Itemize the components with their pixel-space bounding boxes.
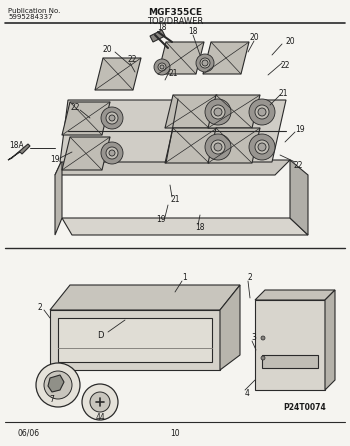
Circle shape bbox=[214, 143, 222, 151]
Text: 2: 2 bbox=[38, 303, 42, 313]
Text: 18: 18 bbox=[157, 22, 167, 32]
Text: 22: 22 bbox=[293, 161, 303, 169]
Circle shape bbox=[261, 336, 265, 340]
Circle shape bbox=[255, 105, 269, 119]
Text: 18A: 18A bbox=[10, 140, 25, 149]
Polygon shape bbox=[290, 160, 308, 235]
Text: 19: 19 bbox=[50, 156, 60, 165]
Polygon shape bbox=[62, 137, 110, 170]
Polygon shape bbox=[325, 290, 335, 390]
Circle shape bbox=[44, 371, 72, 399]
Polygon shape bbox=[208, 95, 260, 128]
Polygon shape bbox=[255, 300, 325, 390]
Text: 19: 19 bbox=[156, 215, 166, 224]
Text: TOP/DRAWER: TOP/DRAWER bbox=[147, 17, 203, 26]
Circle shape bbox=[106, 147, 118, 159]
Circle shape bbox=[214, 108, 222, 116]
Text: 22: 22 bbox=[280, 61, 290, 70]
Polygon shape bbox=[95, 58, 141, 90]
Polygon shape bbox=[50, 285, 240, 310]
Polygon shape bbox=[208, 128, 260, 163]
Text: 19: 19 bbox=[295, 125, 305, 135]
Circle shape bbox=[90, 392, 110, 412]
Circle shape bbox=[258, 143, 266, 151]
Text: 22: 22 bbox=[70, 103, 80, 112]
Text: 06/06: 06/06 bbox=[18, 429, 40, 438]
Circle shape bbox=[36, 363, 80, 407]
Text: D: D bbox=[97, 330, 103, 339]
Circle shape bbox=[200, 58, 210, 68]
Circle shape bbox=[258, 108, 266, 116]
Text: 18: 18 bbox=[188, 28, 198, 37]
Circle shape bbox=[211, 140, 225, 154]
Circle shape bbox=[255, 140, 269, 154]
Circle shape bbox=[249, 134, 275, 160]
Polygon shape bbox=[165, 128, 217, 163]
Polygon shape bbox=[50, 310, 220, 370]
Polygon shape bbox=[62, 102, 110, 135]
Text: 22: 22 bbox=[127, 55, 137, 65]
Text: 10: 10 bbox=[170, 429, 180, 438]
Text: 20: 20 bbox=[102, 45, 112, 54]
Circle shape bbox=[205, 99, 231, 125]
Circle shape bbox=[160, 65, 164, 69]
Circle shape bbox=[106, 112, 118, 124]
Text: 4: 4 bbox=[245, 388, 250, 397]
Polygon shape bbox=[60, 100, 286, 162]
Text: 2: 2 bbox=[248, 273, 252, 282]
Circle shape bbox=[211, 105, 225, 119]
Circle shape bbox=[82, 384, 118, 420]
Circle shape bbox=[261, 356, 265, 360]
Text: 1: 1 bbox=[183, 273, 187, 282]
Text: 3: 3 bbox=[252, 334, 257, 343]
Polygon shape bbox=[150, 30, 165, 42]
Text: 21: 21 bbox=[278, 88, 288, 98]
Text: 21: 21 bbox=[168, 69, 178, 78]
Polygon shape bbox=[8, 144, 30, 160]
Text: MGF355CE: MGF355CE bbox=[148, 8, 202, 17]
Text: 21: 21 bbox=[170, 195, 180, 205]
Polygon shape bbox=[255, 290, 335, 300]
Text: 44: 44 bbox=[95, 413, 105, 422]
Text: 7: 7 bbox=[50, 396, 55, 405]
Circle shape bbox=[196, 54, 214, 72]
Circle shape bbox=[202, 60, 208, 66]
Polygon shape bbox=[165, 95, 217, 128]
Circle shape bbox=[205, 134, 231, 160]
Circle shape bbox=[101, 142, 123, 164]
Polygon shape bbox=[62, 218, 308, 235]
Circle shape bbox=[154, 59, 170, 75]
Text: P24T0074: P24T0074 bbox=[284, 404, 326, 413]
Circle shape bbox=[109, 115, 115, 121]
Polygon shape bbox=[262, 355, 318, 368]
Text: Publication No.: Publication No. bbox=[8, 8, 60, 14]
Circle shape bbox=[101, 107, 123, 129]
Text: 5995284337: 5995284337 bbox=[8, 14, 52, 20]
Polygon shape bbox=[55, 160, 290, 175]
Text: 20: 20 bbox=[249, 33, 259, 42]
Circle shape bbox=[249, 99, 275, 125]
Polygon shape bbox=[203, 42, 249, 74]
Circle shape bbox=[109, 150, 115, 156]
Polygon shape bbox=[58, 318, 212, 362]
Polygon shape bbox=[220, 285, 240, 370]
Text: 18: 18 bbox=[195, 223, 205, 232]
Polygon shape bbox=[158, 42, 204, 74]
Polygon shape bbox=[48, 375, 64, 392]
Polygon shape bbox=[55, 160, 62, 235]
Circle shape bbox=[158, 63, 166, 71]
Text: 20: 20 bbox=[285, 37, 295, 46]
